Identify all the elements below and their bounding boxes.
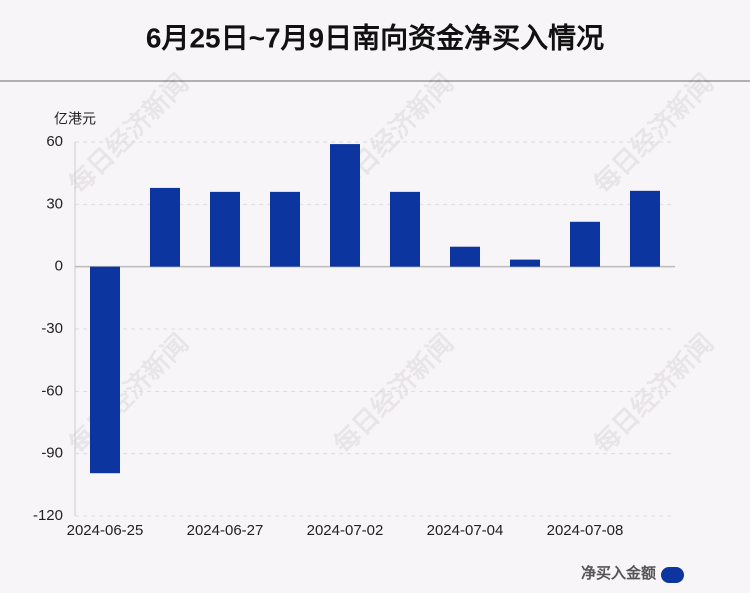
bar [630, 190, 660, 267]
x-tick-label: 2024-06-27 [187, 522, 264, 539]
y-tick-label: 30 [46, 195, 63, 212]
bar [510, 259, 540, 267]
y-tick-label: 0 [55, 258, 63, 275]
y-tick-label: -120 [33, 507, 63, 524]
bar [90, 266, 120, 474]
legend-swatch [661, 567, 684, 583]
bar [210, 191, 240, 267]
bar [390, 191, 420, 267]
x-tick-label: 2024-07-02 [307, 522, 384, 539]
bar [570, 221, 600, 267]
x-tick-label: 2024-06-25 [67, 522, 144, 539]
bar [330, 144, 360, 267]
chart-title: 6月25日~7月9日南向资金净买入情况 [146, 21, 604, 53]
bar [450, 246, 480, 267]
x-tick-label: 2024-07-04 [427, 522, 504, 539]
y-tick-label: 60 [46, 133, 63, 150]
y-tick-label: -60 [41, 382, 63, 399]
bar [270, 191, 300, 267]
y-unit: 亿港元 [54, 111, 96, 127]
x-tick-label: 2024-07-08 [547, 522, 624, 539]
y-tick-label: -30 [41, 320, 63, 337]
y-tick-label: -90 [41, 445, 63, 462]
legend-label: 净买入金额 [581, 564, 656, 582]
bar [150, 187, 180, 267]
